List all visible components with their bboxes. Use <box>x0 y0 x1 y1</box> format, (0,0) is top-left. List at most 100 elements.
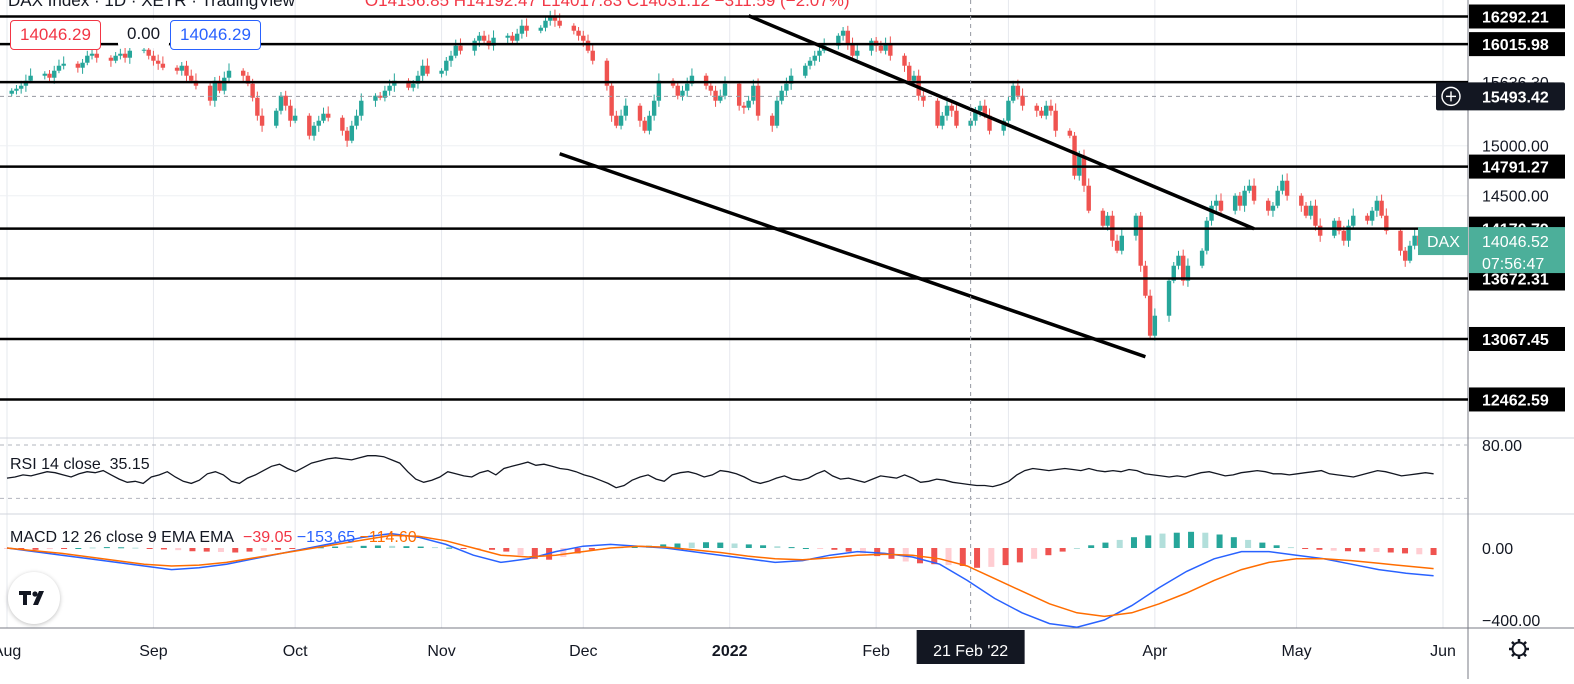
macd-histogram-bar <box>1145 535 1152 548</box>
candle-body <box>888 43 893 56</box>
candle-body <box>89 53 95 56</box>
candle-body <box>250 83 255 98</box>
candle-body <box>420 65 425 76</box>
candle-body <box>840 30 846 36</box>
macd-legend[interactable]: MACD 12 26 close 9 EMA EMA −39.05 −153.6… <box>10 529 417 547</box>
candle-body <box>1214 200 1219 206</box>
candle-body <box>1299 195 1304 206</box>
candle-body <box>491 37 496 46</box>
macd-histogram-bar <box>1344 548 1351 552</box>
settings-gear-icon[interactable] <box>1509 639 1529 659</box>
candle-body <box>278 95 284 111</box>
candle-body <box>921 95 926 101</box>
time-tick-label: May <box>1281 643 1311 660</box>
candle-body <box>1105 215 1110 226</box>
sell-price-button[interactable]: 14046.29 <box>10 20 101 50</box>
candle-body <box>1384 215 1389 231</box>
crosshair-date-box <box>916 630 1025 664</box>
macd-histogram-bar <box>1402 548 1409 554</box>
macd-histogram-bar <box>788 547 795 549</box>
candle-body <box>987 115 992 131</box>
candle-body <box>845 30 851 44</box>
macd-histogram-bar <box>560 548 567 557</box>
macd-histogram-bar <box>745 544 752 548</box>
level-price-label: 16292.21 <box>1482 10 1549 27</box>
macd-histogram-bar <box>660 544 667 548</box>
candle-body <box>949 105 954 111</box>
time-tick-label: 2022 <box>712 643 748 660</box>
candle-body <box>1398 230 1403 251</box>
macd-histogram-bar <box>1259 542 1266 548</box>
candle-body <box>954 110 959 126</box>
candle-body <box>354 115 359 126</box>
macd-histogram-bar <box>974 548 981 568</box>
candle-body <box>425 65 430 74</box>
candle-body <box>439 70 444 74</box>
time-tick-label: Jun <box>1430 643 1456 660</box>
gear-tooth <box>1523 641 1527 645</box>
macd-histogram-bar <box>1373 548 1380 552</box>
macd-histogram-bar <box>760 545 767 548</box>
candle-body <box>642 120 647 131</box>
rsi-tick-label: 80.00 <box>1482 438 1522 455</box>
candle-body <box>274 110 279 126</box>
candle-body <box>770 115 775 126</box>
candle-body <box>1407 245 1413 261</box>
candle-body <box>283 95 288 106</box>
candle-body <box>179 65 184 71</box>
gear-tooth <box>1511 653 1515 657</box>
candle-body <box>807 60 813 66</box>
macd-histogram-bar <box>1031 548 1038 559</box>
candle-body <box>1251 185 1257 201</box>
candle-body <box>1284 180 1290 196</box>
candle-body <box>774 100 780 126</box>
candle-body <box>746 100 751 108</box>
candle-body <box>722 83 728 96</box>
last-price-label: 14046.52 <box>1482 234 1549 251</box>
macd-tick-label: −400.00 <box>1482 613 1540 630</box>
candle-body <box>1067 130 1073 136</box>
candle-body <box>1232 195 1238 211</box>
candle-body <box>1303 205 1309 216</box>
candle-body <box>935 100 940 126</box>
candle-body <box>855 50 860 56</box>
candle-body <box>212 80 218 101</box>
macd-histogram-bar <box>1330 548 1337 551</box>
macd-histogram-bar <box>1202 532 1209 548</box>
macd-histogram-bar <box>346 546 353 548</box>
candle-body <box>1266 200 1271 211</box>
tradingview-logo-icon[interactable] <box>8 572 60 624</box>
candle-body <box>538 27 543 31</box>
candle-body <box>883 43 888 51</box>
candle-body <box>472 40 477 51</box>
candle-body <box>557 20 562 26</box>
macd-signal-value: −114.60 <box>359 529 417 546</box>
macd-histogram-bar <box>403 546 410 548</box>
candle-body <box>571 25 577 31</box>
buy-price-button[interactable]: 14046.29 <box>170 20 261 50</box>
macd-histogram-bar <box>817 548 824 549</box>
macd-histogram-bar <box>146 548 153 549</box>
candle-body <box>907 65 912 81</box>
price-tick-label: 15000.00 <box>1482 139 1549 156</box>
macd-histogram-bar <box>945 548 952 566</box>
candle-body <box>75 63 81 68</box>
macd-histogram-bar <box>703 542 710 548</box>
candle-body <box>836 35 841 46</box>
gear-tooth <box>1523 653 1527 657</box>
candle-body <box>1379 200 1384 216</box>
last-price-box <box>1469 227 1565 274</box>
chart-header: DAX Index · 1D · XETR · TradingView O1415… <box>8 0 850 11</box>
macd-histogram-bar <box>1088 545 1095 548</box>
level-price-label: 13067.45 <box>1482 332 1549 349</box>
candle-body <box>755 85 761 116</box>
candle-body <box>1039 110 1044 116</box>
candle-body <box>42 73 47 76</box>
rsi-legend[interactable]: RSI 14 close 35.15 <box>10 456 150 474</box>
candle-body <box>614 115 619 126</box>
macd-histogram-bar <box>574 548 581 554</box>
candle-body <box>1218 200 1224 211</box>
macd-histogram-bar <box>232 548 239 553</box>
